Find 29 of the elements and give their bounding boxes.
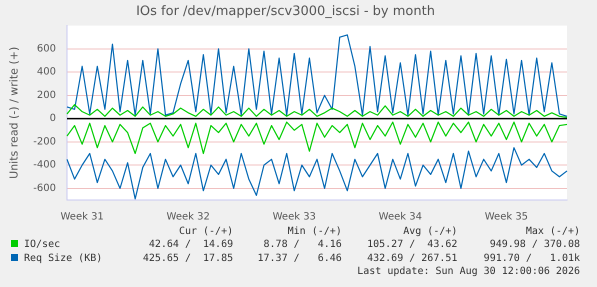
text: 991.70 / 1.01k xyxy=(482,252,580,266)
text: 8.78 / 4.16 xyxy=(262,238,342,252)
text: Min (-/+) xyxy=(286,226,342,238)
y-axis-title: Units read (-) / write (+) xyxy=(7,46,20,179)
legend-label: Req Size (KB) xyxy=(24,253,102,264)
y-tick-label: -200 xyxy=(33,136,56,148)
chart-title: IOs for /dev/mapper/scv3000_iscsi - by month xyxy=(136,4,435,20)
x-tick-label: Week 35 xyxy=(484,212,528,223)
text: 432.69 / 267.51 xyxy=(366,252,458,266)
text: Cur (-/+) xyxy=(178,226,234,238)
text: 425.65 / 17.85 xyxy=(142,252,234,266)
text: 42.64 / 14.69 xyxy=(148,238,234,252)
text: 105.27 / 43.62 xyxy=(366,238,458,252)
y-tick-label: 400 xyxy=(36,66,56,78)
y-tick-label: -600 xyxy=(33,182,56,194)
y-tick-label: -400 xyxy=(33,160,56,171)
y-tick-label: 600 xyxy=(36,43,56,54)
text: Max (-/+) xyxy=(524,226,580,238)
text: Last update: Sun Aug 30 12:00:06 2026 xyxy=(356,266,580,278)
text: 949.98 / 370.08 xyxy=(488,238,580,252)
text: Avg (-/+) xyxy=(402,226,458,238)
y-tick-label: 200 xyxy=(36,90,56,101)
legend-label: IO/sec xyxy=(24,239,60,250)
x-tick-label: Week 32 xyxy=(166,212,210,223)
x-tick-label: Week 31 xyxy=(60,212,104,223)
text: 17.37 / 6.46 xyxy=(256,252,342,266)
x-tick-label: Week 33 xyxy=(272,212,316,223)
x-tick-label: Week 34 xyxy=(378,212,422,223)
y-tick-label: 0 xyxy=(50,113,56,124)
